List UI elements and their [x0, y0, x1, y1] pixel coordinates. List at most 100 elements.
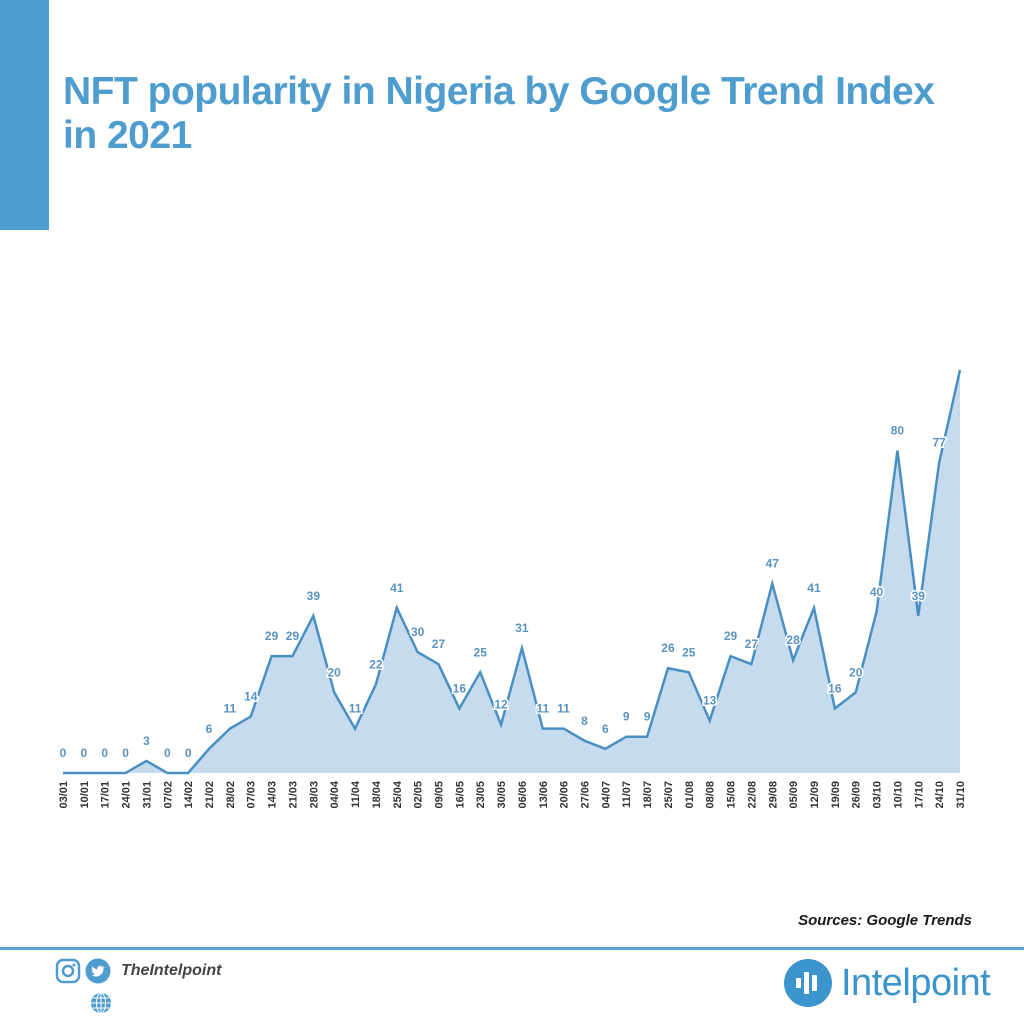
x-tick-label: 29/08	[767, 781, 779, 809]
data-label: 12	[494, 698, 508, 712]
data-label: 16	[453, 682, 467, 696]
x-tick-label: 17/01	[100, 781, 112, 809]
x-tick-label: 03/10	[872, 781, 884, 809]
x-tick-label: 06/06	[517, 781, 529, 809]
x-tick-label: 08/08	[705, 781, 717, 809]
data-label: 27	[745, 637, 759, 651]
x-axis-tick-labels: 03/01 10/01 17/01 24/01 31/01 07/02 14/02 21/02…	[58, 780, 967, 808]
data-label: 3	[143, 734, 150, 748]
data-label: 11	[224, 702, 237, 716]
area-fill	[63, 370, 960, 773]
x-tick-label: 26/09	[851, 781, 863, 809]
twitter-icon[interactable]	[85, 958, 111, 984]
x-tick-label: 20/06	[559, 781, 571, 809]
x-tick-label: 04/04	[329, 780, 341, 808]
data-label: 20	[328, 665, 342, 679]
data-label: 0	[185, 746, 192, 760]
data-label: 41	[390, 581, 404, 595]
accent-bar	[0, 0, 49, 230]
source-note: Sources: Google Trends	[798, 912, 972, 929]
social-links: TheIntelpoint	[55, 958, 221, 984]
x-tick-label: 11/04	[350, 780, 362, 808]
x-tick-label: 14/02	[183, 781, 195, 809]
x-tick-label: 07/03	[246, 781, 258, 809]
globe-icon[interactable]	[90, 992, 112, 1014]
intelpoint-logo-icon	[784, 959, 832, 1007]
data-label: 8	[581, 714, 588, 728]
x-tick-label: 18/07	[642, 781, 654, 809]
data-label: 13	[703, 694, 717, 708]
instagram-icon[interactable]	[55, 958, 81, 984]
x-tick-label: 16/05	[454, 781, 466, 809]
data-label: 0	[60, 746, 67, 760]
x-tick-label: 25/04	[392, 780, 404, 808]
data-label: 0	[81, 746, 88, 760]
data-label: 80	[891, 424, 905, 438]
data-label: 0	[101, 746, 108, 760]
line-path	[63, 369, 962, 775]
x-tick-label: 04/07	[600, 781, 612, 809]
x-tick-label: 24/10	[934, 781, 946, 809]
data-label: 30	[411, 625, 425, 639]
x-tick-label: 12/09	[809, 781, 821, 809]
trend-line	[63, 369, 962, 775]
data-label: 9	[623, 710, 630, 724]
x-tick-label: 10/01	[79, 781, 91, 809]
data-label: 11	[557, 702, 570, 716]
data-label: 14	[244, 690, 258, 704]
data-label: 40	[870, 585, 884, 599]
x-tick-label: 05/09	[788, 781, 800, 809]
x-tick-label: 19/09	[830, 781, 842, 809]
x-tick-label: 15/08	[726, 781, 738, 809]
data-label: 22	[369, 657, 383, 671]
data-label: 11	[536, 702, 549, 716]
chart-title: NFT popularity in Nigeria by Google Tren…	[63, 70, 935, 157]
x-tick-label: 24/01	[121, 781, 133, 809]
x-tick-label: 25/07	[663, 781, 675, 809]
data-label: 0	[122, 746, 129, 760]
data-label: 26	[661, 641, 675, 655]
data-label: 31	[515, 621, 529, 635]
x-tick-label: 31/01	[141, 781, 153, 809]
data-label: 39	[912, 589, 926, 603]
data-label: 77	[932, 436, 946, 450]
x-tick-label: 21/02	[204, 781, 216, 809]
x-tick-label: 18/04	[371, 780, 383, 808]
x-tick-label: 14/03	[267, 781, 279, 809]
x-tick-label: 11/07	[621, 781, 633, 808]
data-label: 39	[307, 589, 321, 603]
x-tick-label: 10/10	[892, 781, 904, 809]
x-tick-label: 23/05	[475, 781, 487, 809]
social-handle[interactable]: TheIntelpoint	[121, 962, 222, 979]
data-label: 25	[682, 645, 696, 659]
data-label: 20	[849, 665, 863, 679]
data-label: 29	[286, 629, 300, 643]
brand-name: Intelpoint	[841, 961, 991, 1004]
data-label: 9	[644, 710, 651, 724]
data-label: 29	[265, 629, 279, 643]
data-label: 6	[206, 722, 213, 736]
x-tick-label: 28/02	[225, 781, 237, 809]
x-tick-label: 13/06	[538, 781, 550, 809]
x-tick-label: 22/08	[746, 781, 758, 809]
x-tick-label: 28/03	[308, 781, 320, 809]
footer-divider	[0, 947, 1024, 950]
x-tick-label: 27/06	[580, 781, 592, 809]
data-label: 41	[807, 581, 821, 595]
x-tick-label: 01/08	[684, 781, 696, 809]
brand-logo: Intelpoint	[783, 958, 991, 1008]
x-tick-label: 02/05	[413, 781, 425, 809]
data-label: 11	[349, 702, 362, 716]
x-tick-label: 09/05	[433, 781, 445, 809]
data-label: 28	[786, 633, 800, 647]
x-tick-label: 31/10	[955, 781, 967, 809]
x-tick-label: 30/05	[496, 781, 508, 809]
data-label: 27	[432, 637, 446, 651]
area-shape	[63, 370, 960, 773]
data-label: 16	[828, 682, 842, 696]
data-label: 29	[724, 629, 738, 643]
x-tick-label: 17/10	[913, 781, 925, 809]
data-label: 25	[474, 645, 488, 659]
